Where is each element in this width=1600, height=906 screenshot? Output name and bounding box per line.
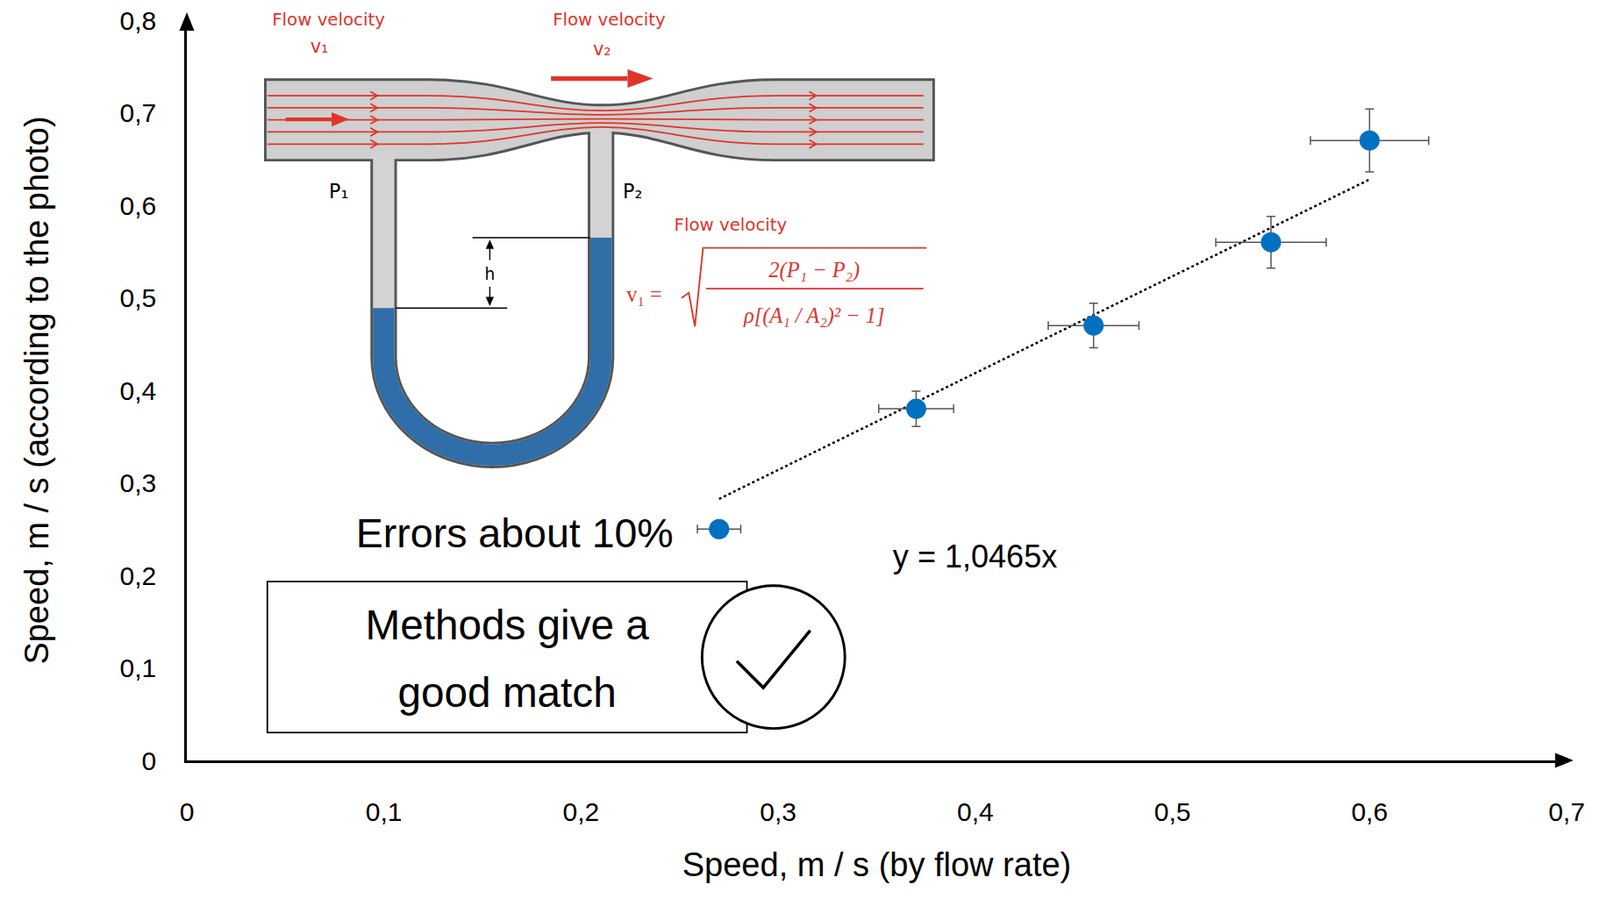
svg-text:P₁: P₁ xyxy=(328,179,349,203)
svg-text:0,8: 0,8 xyxy=(120,6,158,36)
svg-text:0,3: 0,3 xyxy=(759,797,797,827)
svg-text:0,7: 0,7 xyxy=(120,98,158,128)
svg-text:ρ[(A₁ / A₂)² − 1]: ρ[(A₁ / A₂)² − 1] xyxy=(742,303,885,329)
svg-text:Flow velocity: Flow velocity xyxy=(271,9,386,30)
svg-text:0,2: 0,2 xyxy=(120,561,158,591)
svg-text:0,4: 0,4 xyxy=(120,376,158,406)
svg-text:Speed, m / s (according to the: Speed, m / s (according to the photo) xyxy=(18,115,56,665)
svg-text:good match: good match xyxy=(398,669,617,716)
svg-text:0,7: 0,7 xyxy=(1548,797,1586,827)
svg-text:Flow velocity: Flow velocity xyxy=(674,214,788,236)
svg-text:v₁: v₁ xyxy=(310,35,329,58)
svg-text:0,2: 0,2 xyxy=(563,797,600,827)
svg-text:0,1: 0,1 xyxy=(120,653,158,683)
svg-text:P₂: P₂ xyxy=(622,179,643,203)
svg-text:Errors about 10%: Errors about 10% xyxy=(356,510,674,557)
svg-text:Flow velocity: Flow velocity xyxy=(552,9,666,30)
svg-text:Methods give a: Methods give a xyxy=(364,601,650,649)
svg-text:v₂: v₂ xyxy=(592,38,612,60)
svg-text:0: 0 xyxy=(142,746,158,776)
svg-text:2(P₁ − P₂): 2(P₁ − P₂) xyxy=(768,257,860,283)
svg-text:0,5: 0,5 xyxy=(1154,797,1192,827)
svg-text:0: 0 xyxy=(179,797,195,827)
svg-text:0,3: 0,3 xyxy=(120,468,158,498)
svg-text:0,6: 0,6 xyxy=(120,191,158,221)
svg-text:Speed, m / s (by flow rate): Speed, m / s (by flow rate) xyxy=(682,846,1072,884)
svg-text:0,6: 0,6 xyxy=(1350,797,1388,827)
svg-text:0,1: 0,1 xyxy=(365,797,403,827)
svg-text:v₁ =: v₁ = xyxy=(626,282,663,307)
svg-text:0,5: 0,5 xyxy=(120,283,158,313)
svg-text:h: h xyxy=(484,264,495,284)
svg-text:y = 1,0465x: y = 1,0465x xyxy=(892,538,1058,575)
svg-text:0,4: 0,4 xyxy=(957,797,994,827)
